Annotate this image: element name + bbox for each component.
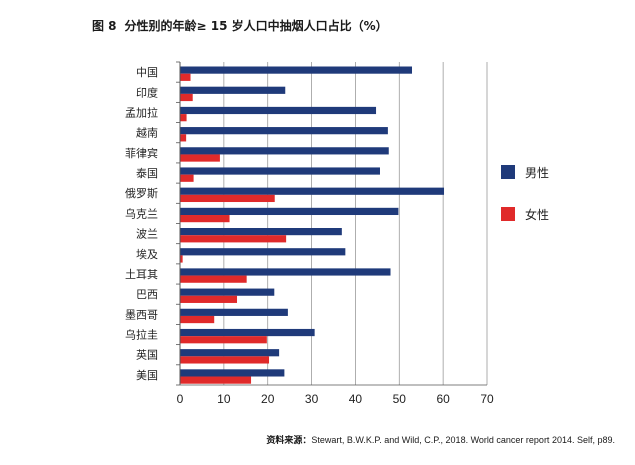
legend-swatch-女性 <box>501 207 515 221</box>
axes <box>176 61 487 386</box>
bar-男性-乌拉圭 <box>180 328 315 337</box>
bar-男性-印度 <box>180 86 286 94</box>
category-label-俄罗斯: 俄罗斯 <box>125 187 158 200</box>
category-label-菲律宾: 菲律宾 <box>125 146 158 160</box>
category-label-波兰: 波兰 <box>136 228 158 241</box>
category-label-土耳其: 土耳其 <box>125 268 158 281</box>
bar-女性-印度 <box>180 93 193 102</box>
bar-女性-美国 <box>180 376 252 384</box>
category-label-巴西: 巴西 <box>136 288 158 301</box>
bar-男性-墨西哥 <box>180 308 288 316</box>
legend-label-男性: 男性 <box>525 166 549 180</box>
figure-title: 图 8 分性别的年龄≥ 15 岁人口中抽烟人口占比（%） <box>92 17 388 34</box>
x-tick-label-70: 70 <box>480 392 494 406</box>
category-label-孟加拉: 孟加拉 <box>125 105 158 119</box>
bar-女性-越南 <box>180 134 187 142</box>
bar-女性-英国 <box>180 356 270 364</box>
bar-女性-巴西 <box>180 295 238 303</box>
bar-女性-泰国 <box>180 174 194 182</box>
source-label: 资料来源： <box>266 435 312 445</box>
bar-女性-中国 <box>180 73 191 81</box>
figure-title-text: 分性别的年龄≥ 15 岁人口中抽烟人口占比（%） <box>124 19 388 33</box>
labels: 0 10 20 30 40 50 60 70 中国印度孟加拉越南菲律宾泰国俄罗斯乌克兰波兰埃及土… <box>125 66 494 406</box>
source-text: Stewart, B.W.K.P. and Wild, C.P., 2018. … <box>311 435 615 445</box>
bar-男性-孟加拉 <box>180 106 377 115</box>
bar-男性-土耳其 <box>180 268 391 276</box>
bar-女性-埃及 <box>180 255 183 263</box>
bar-男性-美国 <box>180 369 285 377</box>
bar-男性-波兰 <box>180 228 342 236</box>
category-label-美国: 美国 <box>136 369 158 382</box>
bar-女性-孟加拉 <box>180 114 187 122</box>
bar-男性-俄罗斯 <box>180 187 445 195</box>
bar-男性-乌克兰 <box>180 207 399 216</box>
bar-女性-波兰 <box>180 235 287 243</box>
category-label-印度: 印度 <box>136 85 158 99</box>
category-label-泰国: 泰国 <box>136 166 158 180</box>
x-tick-label-40: 40 <box>349 392 363 406</box>
category-label-英国: 英国 <box>136 348 158 362</box>
bar-男性-菲律宾 <box>180 147 389 155</box>
bar-男性-巴西 <box>180 288 275 296</box>
bar-男性-埃及 <box>180 248 346 256</box>
bar-男性-越南 <box>180 127 388 135</box>
category-label-中国: 中国 <box>136 66 158 79</box>
bar-女性-墨西哥 <box>180 315 215 324</box>
bar-女性-俄罗斯 <box>180 194 275 203</box>
x-tick-label-30: 30 <box>305 392 319 406</box>
x-tick-label-60: 60 <box>436 392 450 406</box>
legend-swatch-男性 <box>501 165 515 179</box>
category-label-埃及: 埃及 <box>136 247 158 261</box>
x-tick-label-10: 10 <box>217 392 231 406</box>
category-label-墨西哥: 墨西哥 <box>125 308 158 321</box>
figure-label: 图 8 <box>92 19 117 33</box>
bar-女性-乌拉圭 <box>180 336 267 344</box>
bar-女性-土耳其 <box>180 275 247 283</box>
source-note: 资料来源：Stewart, B.W.K.P. and Wild, C.P., 2… <box>266 433 615 446</box>
legend-label-女性: 女性 <box>525 207 549 222</box>
x-tick-label-50: 50 <box>393 392 407 406</box>
bar-女性-菲律宾 <box>180 154 220 162</box>
bar-女性-乌克兰 <box>180 215 230 223</box>
bar-男性-中国 <box>180 66 413 74</box>
category-label-乌拉圭: 乌拉圭 <box>125 328 158 342</box>
category-label-越南: 越南 <box>136 126 158 140</box>
bar-男性-英国 <box>180 349 280 357</box>
bar-男性-泰国 <box>180 167 380 175</box>
bars <box>180 66 445 384</box>
x-tick-label-20: 20 <box>261 392 275 406</box>
category-label-乌克兰: 乌克兰 <box>125 206 158 220</box>
x-tick-label-0: 0 <box>177 392 184 406</box>
